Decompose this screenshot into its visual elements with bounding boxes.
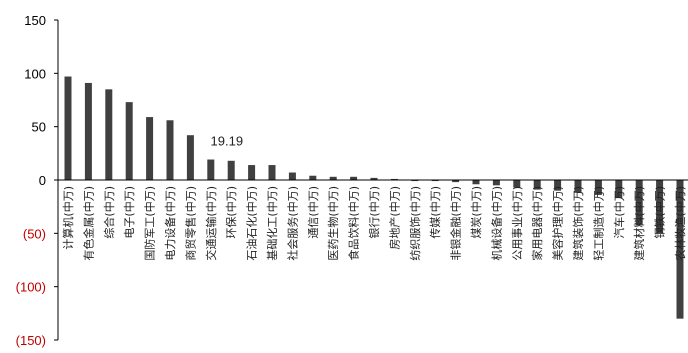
data-label: 19.19 [211,134,244,149]
category-label: 通信(中万) [307,186,320,239]
bar [84,82,92,180]
bar [227,160,235,180]
category-label: 环保(中万) [224,186,238,239]
bar [635,180,643,225]
bar [452,180,460,183]
bar [492,180,500,186]
bar [554,180,562,191]
category-label: 农林牧渔(中万) [673,186,687,261]
bar [472,180,480,185]
category-label: 汽车(中万) [612,186,626,239]
bar [676,180,684,319]
category-label: 计算机(中万) [61,186,75,250]
category-label: 商贸零售(中万) [183,186,197,261]
category-label: 公用事业(中万) [511,186,524,261]
bar [411,180,419,182]
category-label: 交通运输(中万) [204,186,218,261]
bar [574,180,582,193]
category-label: 食品饮料(中万) [347,186,361,261]
bar [370,177,378,180]
bar [186,135,194,180]
bar [207,159,215,180]
category-label: 建筑材料(中万) [632,186,646,261]
category-label: 纺织服饰(中万) [408,186,422,261]
y-tick-label: 100 [24,66,46,81]
category-label: 机械设备(中万) [489,186,503,261]
bars-group [64,76,684,319]
y-tick-label: (150) [16,333,46,348]
bar [431,180,439,182]
bar [309,175,317,180]
bar [533,180,541,190]
bar [656,180,664,234]
y-tick-label: (50) [23,226,46,241]
category-label: 有色金属(中万) [81,186,95,261]
category-label: 电子(中万) [123,186,136,239]
category-label: 煤炭(中万) [470,186,483,239]
category-label: 美容护理(中万) [551,186,565,261]
category-label: 建筑装饰(中万) [571,186,585,261]
category-label: 非银金融(中万) [449,186,463,261]
category-label: 电力设备(中万) [163,186,177,261]
category-label: 石油石化(中万) [245,186,259,261]
category-labels-group: 计算机(中万) 有色金属(中万) 综合(中万) 电子(中万) 国防军工(中万) 电力设备(… [61,186,687,261]
category-label: 医药生物(中万) [326,186,340,261]
y-tick-label: 0 [39,173,46,188]
bar [105,89,113,180]
y-tick-label: 50 [32,120,46,135]
bar [513,180,521,188]
bar [166,120,174,180]
bar [350,176,358,180]
category-label: 银行(中万) [367,186,381,239]
bar [390,178,398,180]
bar [288,172,296,180]
bar [125,102,133,180]
category-label: 轻工制造(中万) [591,186,605,261]
bar [615,180,623,199]
category-label: 社会服务(中万) [285,186,299,261]
category-label: 国防军工(中万) [143,186,157,261]
bar [268,165,276,180]
category-label: 钢铁(中万) [654,186,667,239]
annotations-group: 19.19 [211,134,244,149]
bar [248,165,256,180]
bar [64,76,72,180]
category-label: 综合(中万) [102,186,116,239]
axes-group: 150 100 50 0 (50) (100) (150) [16,13,688,348]
y-tick-label: 150 [24,13,46,28]
category-label: 家用电器(中万) [530,186,544,261]
category-label: 传媒(中万) [429,186,442,239]
category-label: 房地产(中万) [387,186,401,250]
bar [329,176,337,180]
bar [594,180,602,195]
bar [146,117,154,180]
category-label: 基础化工(中万) [265,186,279,261]
y-tick-label: (100) [16,280,46,295]
